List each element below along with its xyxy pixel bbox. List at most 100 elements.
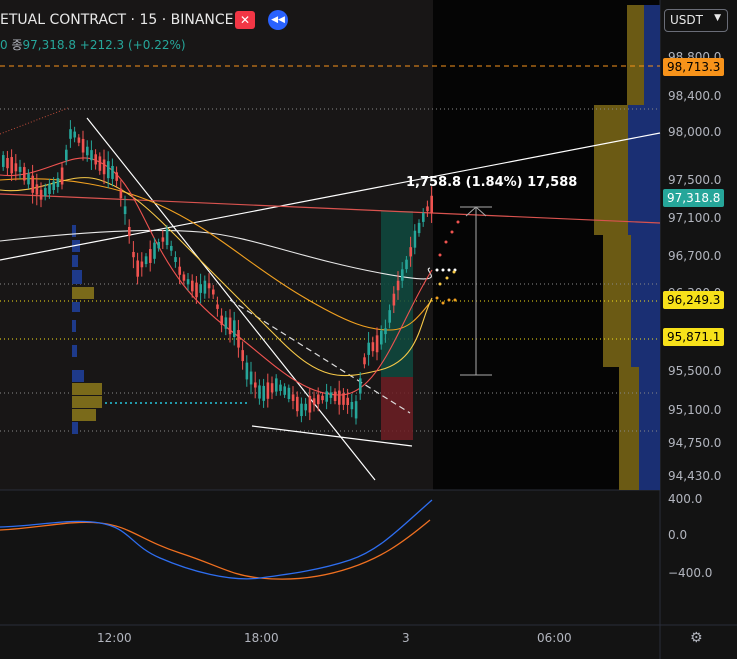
symbol-title[interactable]: ETUAL CONTRACT · 15 · BINANCE [0, 12, 234, 28]
candle-body [224, 317, 228, 329]
candle-body [69, 129, 72, 139]
rewind-icon[interactable]: ◀◀ [268, 10, 288, 30]
candle-body [304, 403, 307, 411]
price-legend: 0 종97,318.8 +212.3 (+0.22%) [0, 36, 186, 53]
candle-body [144, 256, 148, 265]
candle-body [178, 266, 181, 275]
candle-body [350, 401, 354, 410]
candle-body [2, 155, 5, 167]
candle-body [333, 391, 337, 401]
candle-body [325, 391, 328, 402]
candle-body [262, 385, 265, 401]
price-tag-last: 97,318.8 [663, 189, 725, 207]
candle-body [73, 131, 76, 138]
price-axis-label: 97,500.0 [668, 173, 722, 187]
candle-body [195, 282, 198, 298]
legend-close-label: 종 [11, 38, 23, 52]
candle-body [31, 175, 34, 193]
price-axis-label: 96,700.0 [668, 249, 722, 263]
candle-body [132, 251, 135, 258]
candle-body [367, 342, 370, 355]
price-axis-label: 97,100.0 [668, 211, 722, 225]
candle-body [237, 330, 240, 348]
candle-body [157, 241, 160, 249]
candle-body [56, 178, 60, 188]
legend-last-price: 97,318.8 [22, 38, 76, 52]
candle-body [212, 289, 215, 295]
candle-body [291, 394, 295, 401]
candle-body [396, 280, 400, 291]
candle-body [119, 188, 123, 199]
candle-body [170, 245, 173, 251]
candle-body [165, 229, 169, 246]
candle-body [380, 330, 383, 345]
candle-body [60, 167, 64, 185]
legend-prefix: 0 [0, 38, 8, 52]
time-axis-label: 18:00 [244, 631, 279, 645]
candle-body [199, 284, 202, 293]
candle-body [161, 237, 165, 242]
candle-body [401, 269, 404, 281]
candle-body [216, 304, 219, 309]
oscillator-axis-label: −400.0 [668, 566, 713, 580]
candle-body [207, 283, 211, 289]
price-range-measure[interactable] [460, 206, 492, 376]
candle-body [182, 274, 186, 281]
candle-body [241, 350, 244, 362]
candle-body [338, 390, 341, 405]
candle-body [270, 383, 274, 393]
candle-body [18, 166, 22, 172]
price-axis-label: 95,100.0 [668, 403, 722, 417]
price-axis-label: 98,000.0 [668, 125, 722, 139]
price-tag-yellow-a: 96,249.3 [663, 291, 725, 309]
candle-body [245, 362, 249, 380]
candle-body [287, 387, 291, 400]
candle-body [39, 189, 43, 200]
candle-body [321, 395, 324, 401]
candle-body [384, 328, 387, 335]
candle-body [296, 396, 299, 412]
chevron-down-icon: ▼ [714, 13, 721, 23]
candle-body [249, 371, 253, 385]
gear-icon[interactable]: ⚙ [690, 630, 703, 646]
candle-body [233, 320, 236, 338]
level-lines [0, 65, 660, 432]
oscillator-pane [0, 499, 433, 580]
price-tag-yellow-b: 95,871.1 [663, 328, 725, 346]
candle-body [107, 161, 110, 179]
close-icon[interactable]: ✕ [235, 11, 255, 29]
candle-body [346, 397, 349, 406]
currency-select-value: USDT [670, 13, 703, 27]
candle-body [23, 167, 26, 181]
volume-profile-right [594, 5, 660, 490]
candle-body [14, 163, 18, 172]
candle-body [174, 257, 177, 262]
forecast-dots [435, 220, 460, 305]
candle-body [275, 378, 278, 392]
long-position-tool[interactable] [381, 211, 413, 440]
candle-body [81, 138, 85, 153]
candle-body [115, 172, 118, 181]
candle-body [266, 382, 270, 399]
time-axis-label: 06:00 [537, 631, 572, 645]
candle-body [191, 280, 194, 292]
candle-body [329, 392, 333, 398]
price-axis-label: 94,750.0 [668, 436, 722, 450]
price-tag-orange: 98,713.3 [663, 58, 725, 76]
candle-body [342, 393, 345, 405]
candle-body [149, 249, 152, 263]
candle-body [186, 279, 190, 285]
currency-select[interactable]: USDT ▼ [664, 9, 728, 32]
candle-body [44, 188, 47, 196]
volume-profile-left [72, 225, 102, 434]
time-axis-label: 12:00 [97, 631, 132, 645]
candle-body [312, 398, 316, 405]
trend-lines [0, 107, 661, 481]
candle-body [203, 280, 207, 294]
candle-body [77, 137, 81, 143]
candle-body [354, 401, 358, 419]
candle-body [94, 154, 97, 165]
candle-body [98, 156, 102, 171]
candle-body [111, 165, 114, 179]
